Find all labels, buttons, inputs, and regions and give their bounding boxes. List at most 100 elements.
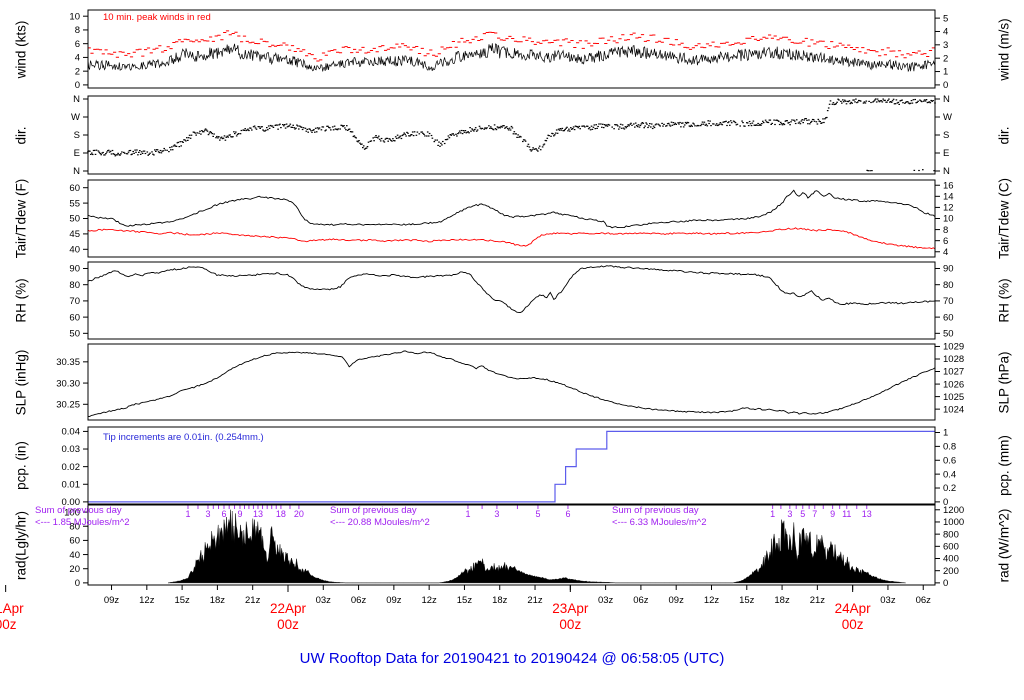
- dir-dot: [447, 135, 450, 137]
- rad-cum-label: 9: [237, 509, 242, 519]
- dir-dot: [128, 150, 131, 152]
- y-tick-label-left: 80: [69, 521, 80, 532]
- dir-dot: [728, 121, 730, 123]
- dir-dot: [617, 125, 619, 127]
- dir-dot: [818, 120, 820, 122]
- dir-dot: [589, 129, 592, 131]
- dir-dot: [360, 143, 362, 145]
- dir-dot: [872, 101, 874, 103]
- dir-dot: [444, 139, 447, 141]
- dir-dot: [203, 129, 206, 131]
- dir-dot: [110, 153, 113, 155]
- dir-dot: [97, 150, 100, 152]
- dir-dot: [703, 121, 706, 123]
- y-tick-label-left: 30.35: [56, 357, 80, 368]
- date-label: 00z: [842, 617, 864, 632]
- dir-dot: [769, 119, 772, 121]
- dir-dot: [915, 102, 917, 104]
- dir-dot: [119, 154, 121, 156]
- dir-dot: [186, 137, 188, 139]
- dir-dot: [484, 127, 486, 129]
- dir-dot: [922, 169, 924, 171]
- relative-humidity-series: [87, 265, 936, 313]
- dir-dot: [918, 169, 920, 172]
- dir-dot: [570, 127, 572, 129]
- y-tick-label-left: 40: [69, 550, 80, 561]
- dir-dot: [523, 139, 526, 141]
- dir-dot: [568, 128, 570, 130]
- y-tick-label-right: 1: [943, 428, 948, 439]
- dir-dot: [307, 131, 309, 133]
- dir-dot: [286, 126, 289, 128]
- dir-dot: [138, 151, 140, 153]
- y-tick-label-left: 80: [69, 280, 80, 291]
- dir-dot: [643, 127, 645, 129]
- dir-dot: [490, 126, 492, 128]
- dir-dot: [557, 128, 560, 130]
- dir-dot: [188, 134, 191, 136]
- dir-dot: [718, 123, 721, 125]
- y-tick-label-right: 1025: [943, 392, 964, 403]
- dir-dot: [328, 126, 330, 129]
- dir-dot: [707, 120, 709, 122]
- dir-dot: [674, 122, 677, 124]
- dir-dot: [91, 152, 93, 154]
- dir-dot: [99, 152, 101, 155]
- dir-dot: [837, 98, 839, 100]
- dir-dot: [592, 126, 595, 128]
- dir-dot: [622, 127, 625, 129]
- dir-dot: [522, 140, 524, 143]
- dir-dot: [774, 123, 776, 126]
- dir-dot: [659, 125, 661, 127]
- dir-dot: [517, 134, 519, 136]
- dir-dot: [230, 136, 232, 138]
- dir-dot: [668, 124, 671, 126]
- dir-dot: [671, 124, 674, 126]
- dir-dot: [424, 135, 426, 137]
- dir-dot: [926, 102, 929, 104]
- dir-dot: [229, 134, 231, 136]
- dir-dot: [163, 147, 165, 150]
- x-tick-label: 21z: [810, 595, 826, 606]
- dir-dot: [764, 119, 767, 121]
- dir-dot: [824, 118, 826, 120]
- solar-radiation-series: [167, 509, 906, 584]
- dir-dot: [137, 154, 139, 156]
- dir-dot: [841, 102, 843, 104]
- dir-dot: [204, 128, 207, 130]
- dir-dot: [511, 127, 514, 129]
- dir-dot: [399, 135, 402, 137]
- dir-dot: [143, 150, 146, 152]
- dir-dot: [849, 103, 852, 105]
- dir-dot: [502, 125, 504, 127]
- dir-dot: [629, 123, 631, 125]
- y-tick-label-right: 10: [943, 214, 954, 225]
- dir-dot: [752, 120, 755, 122]
- dir-dot: [828, 103, 831, 105]
- x-tick-label: 12z: [139, 595, 155, 606]
- dir-dot: [634, 122, 637, 124]
- dir-dot: [520, 136, 522, 138]
- dir-dot: [795, 119, 798, 121]
- dir-dot: [170, 149, 172, 151]
- dir-dot: [358, 140, 360, 142]
- dir-dot: [699, 125, 702, 127]
- dir-dot: [767, 121, 770, 124]
- dir-dot: [426, 135, 428, 137]
- dir-dot: [486, 127, 488, 129]
- y-tick-label-right: 0.4: [943, 469, 956, 480]
- dir-dot: [314, 131, 316, 133]
- dir-dot: [911, 102, 914, 104]
- x-tick-label: 18z: [210, 595, 226, 606]
- dir-dot: [873, 100, 875, 102]
- dir-dot: [631, 124, 633, 126]
- dir-dot: [730, 120, 732, 122]
- dir-dot: [434, 139, 437, 141]
- dir-dot: [644, 125, 646, 127]
- dir-dot: [118, 154, 120, 156]
- dir-dot: [498, 126, 501, 128]
- dir-dot: [931, 100, 933, 102]
- dir-dot: [842, 101, 845, 103]
- rad-cum-label: 1: [770, 509, 775, 519]
- dir-dot: [661, 122, 663, 124]
